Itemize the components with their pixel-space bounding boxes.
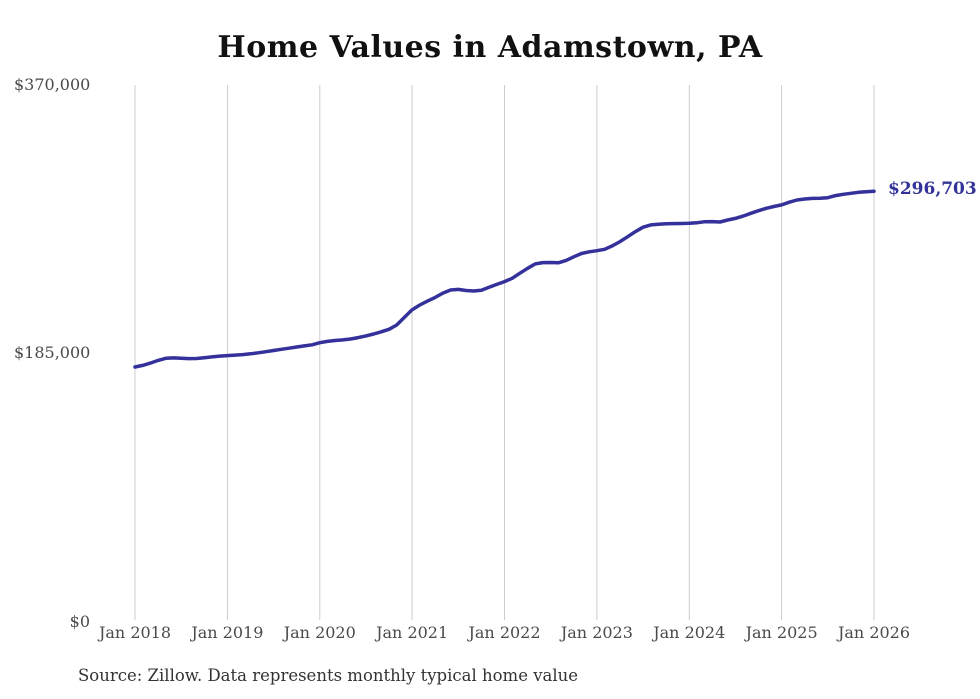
current-value-label: $296,703 bbox=[888, 179, 977, 200]
x-tick-label: Jan 2025 bbox=[745, 623, 818, 642]
x-tick-label: Jan 2020 bbox=[283, 623, 356, 642]
y-tick-label: $370,000 bbox=[14, 75, 91, 94]
chart-title: Home Values in Adamstown, PA bbox=[217, 30, 763, 65]
x-tick-label: Jan 2018 bbox=[98, 623, 172, 642]
source-note: Source: Zillow. Data represents monthly … bbox=[78, 666, 579, 685]
x-tick-label: Jan 2021 bbox=[376, 623, 449, 642]
y-tick-label: $185,000 bbox=[14, 343, 91, 363]
x-tick-label: Jan 2023 bbox=[560, 623, 633, 642]
x-tick-label: Jan 2026 bbox=[837, 623, 911, 642]
x-tick-label: Jan 2019 bbox=[191, 623, 264, 642]
y-tick-label: $0 bbox=[69, 611, 90, 631]
home-value-line bbox=[133, 189, 876, 369]
vertical-gridlines bbox=[134, 85, 875, 620]
x-tick-label: Jan 2024 bbox=[653, 623, 726, 642]
x-tick-label: Jan 2022 bbox=[468, 623, 541, 642]
